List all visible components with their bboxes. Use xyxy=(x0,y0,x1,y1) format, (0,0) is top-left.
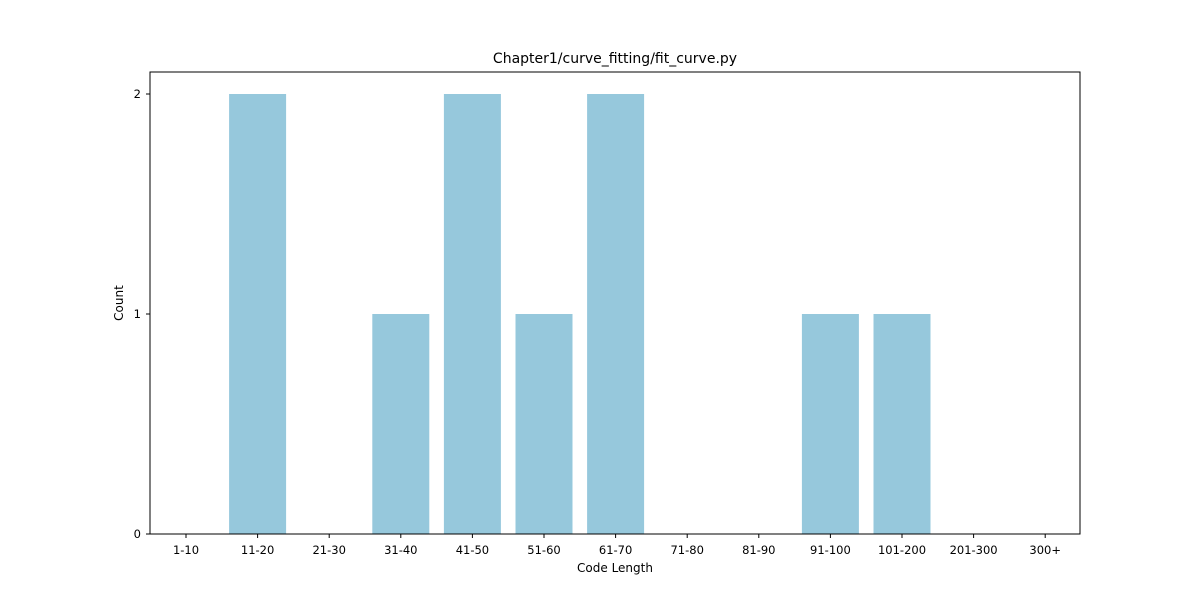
bar-91-100 xyxy=(801,314,859,534)
y-axis: 0 1 2 xyxy=(134,87,150,541)
y-tick-label: 0 xyxy=(134,527,141,541)
x-tick-label: 11-20 xyxy=(241,543,274,557)
x-tick-label: 1-10 xyxy=(173,543,199,557)
bar-101-200 xyxy=(873,314,931,534)
plot-frame xyxy=(149,71,1081,535)
bar-51-60 xyxy=(515,314,573,534)
y-tick-label: 1 xyxy=(134,307,141,321)
y-tick-label: 2 xyxy=(134,87,141,101)
y-axis-label: Count xyxy=(112,285,126,321)
x-tick-label: 51-60 xyxy=(527,543,560,557)
bar-11-20 xyxy=(229,94,287,534)
bar-31-40 xyxy=(372,314,430,534)
chart-title: Chapter1/curve_fitting/fit_curve.py xyxy=(493,51,737,67)
x-axis: 1-10 11-20 21-30 31-40 41-50 51-60 61-70 71-80 8… xyxy=(173,534,1061,557)
x-tick-label: 101-200 xyxy=(878,543,926,557)
x-tick-label: 41-50 xyxy=(456,543,489,557)
bar-41-50 xyxy=(443,94,501,534)
x-tick-label: 31-40 xyxy=(384,543,417,557)
x-tick-label: 201-300 xyxy=(950,543,998,557)
x-tick-label: 61-70 xyxy=(599,543,632,557)
bar-61-70 xyxy=(587,94,645,534)
x-tick-label: 81-90 xyxy=(742,543,775,557)
x-axis-label: Code Length xyxy=(577,561,653,575)
plot-area xyxy=(229,94,931,534)
x-tick-label: 300+ xyxy=(1029,543,1061,557)
x-tick-label: 71-80 xyxy=(670,543,703,557)
x-tick-label: 21-30 xyxy=(312,543,345,557)
x-tick-label: 91-100 xyxy=(810,543,851,557)
